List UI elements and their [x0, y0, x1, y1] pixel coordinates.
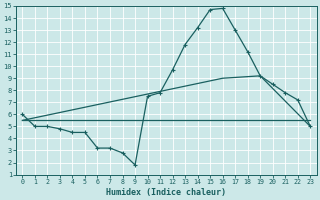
X-axis label: Humidex (Indice chaleur): Humidex (Indice chaleur)	[106, 188, 226, 197]
